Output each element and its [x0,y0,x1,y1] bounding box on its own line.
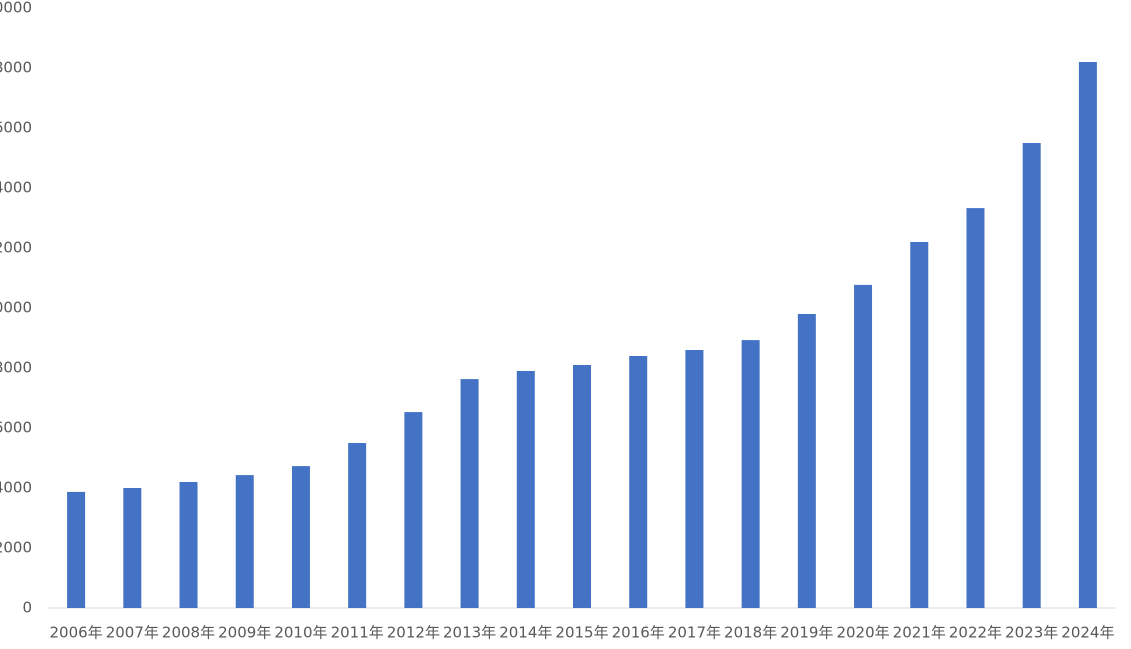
bar [966,208,985,608]
x-tick-label: 2010年 [274,624,327,642]
y-tick-label: 16000 [0,119,32,137]
bar [741,340,760,608]
bar [460,379,479,608]
y-tick-label: 12000 [0,239,32,257]
bar [1078,62,1097,608]
y-tick-label: 2000 [0,539,32,557]
bar [910,242,929,608]
x-tick-label: 2018年 [724,624,777,642]
bar [797,314,816,608]
x-tick-label: 2015年 [555,624,608,642]
bar [685,350,704,608]
bar [1022,143,1041,608]
x-tick-label: 2016年 [612,624,665,642]
x-tick-label: 2023年 [1005,624,1058,642]
y-tick-label: 6000 [0,419,32,437]
x-tick-label: 2008年 [162,624,215,642]
y-tick-label: 8000 [0,359,32,377]
x-tick-label: 2014年 [499,624,552,642]
x-tick-label: 2019年 [780,624,833,642]
bar [67,491,86,608]
x-tick-label: 2020年 [836,624,889,642]
bar [573,365,591,608]
bar [629,356,648,608]
y-tick-label: 18000 [0,59,32,77]
x-tick-label: 2006年 [50,624,103,642]
bar [179,482,198,608]
x-tick-label: 2007年 [106,624,159,642]
x-tick-label: 2017年 [668,624,721,642]
bar [404,412,423,608]
x-tick-label: 2009年 [218,624,271,642]
bar [516,371,535,608]
y-tick-label: 14000 [0,179,32,197]
x-tick-label: 2021年 [893,624,946,642]
x-tick-label: 2013年 [443,624,496,642]
bar [348,443,367,608]
bar [235,475,254,608]
y-tick-label: 0 [22,599,32,617]
x-tick-label: 2024年 [1061,624,1114,642]
x-tick-label: 2022年 [949,624,1002,642]
x-tick-label: 2011年 [331,624,384,642]
x-tick-label: 2012年 [387,624,440,642]
y-tick-label: 20000 [0,0,32,17]
y-tick-label: 10000 [0,299,32,317]
bar [854,284,873,608]
y-tick-label: 4000 [0,479,32,497]
bar [123,488,142,608]
bar [291,466,310,608]
